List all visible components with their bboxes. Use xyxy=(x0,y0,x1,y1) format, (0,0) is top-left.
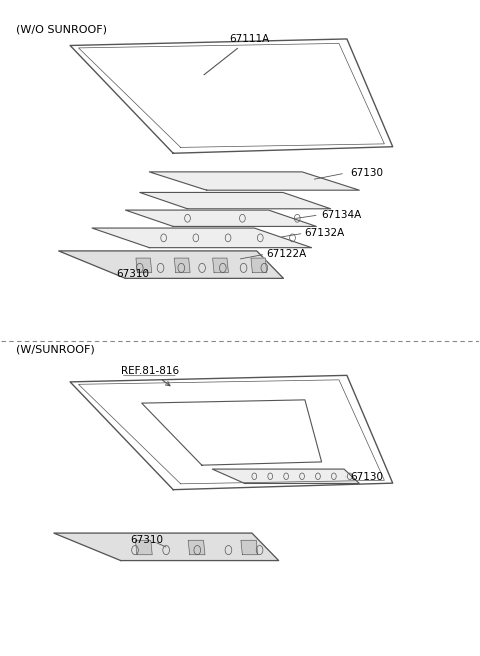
Polygon shape xyxy=(212,469,360,483)
Text: 67130: 67130 xyxy=(350,472,383,482)
Polygon shape xyxy=(241,541,258,555)
Polygon shape xyxy=(213,258,228,272)
Text: (W/O SUNROOF): (W/O SUNROOF) xyxy=(16,24,107,34)
Polygon shape xyxy=(188,541,205,555)
Text: 67310: 67310 xyxy=(130,535,163,545)
Polygon shape xyxy=(174,258,190,272)
Text: (W/SUNROOF): (W/SUNROOF) xyxy=(16,344,95,354)
Text: REF.81-816: REF.81-816 xyxy=(120,365,179,386)
Text: 67310: 67310 xyxy=(116,270,149,279)
Polygon shape xyxy=(54,533,279,560)
Polygon shape xyxy=(136,258,152,272)
Text: 67122A: 67122A xyxy=(266,249,307,259)
Text: 67134A: 67134A xyxy=(321,210,361,220)
Polygon shape xyxy=(125,210,316,226)
Polygon shape xyxy=(92,228,312,248)
Polygon shape xyxy=(59,251,283,278)
Polygon shape xyxy=(135,541,152,555)
Polygon shape xyxy=(140,192,331,209)
Text: 67111A: 67111A xyxy=(204,34,270,75)
Polygon shape xyxy=(149,172,360,190)
Text: 67132A: 67132A xyxy=(304,228,345,238)
Polygon shape xyxy=(251,258,267,272)
Text: 67130: 67130 xyxy=(350,168,383,178)
